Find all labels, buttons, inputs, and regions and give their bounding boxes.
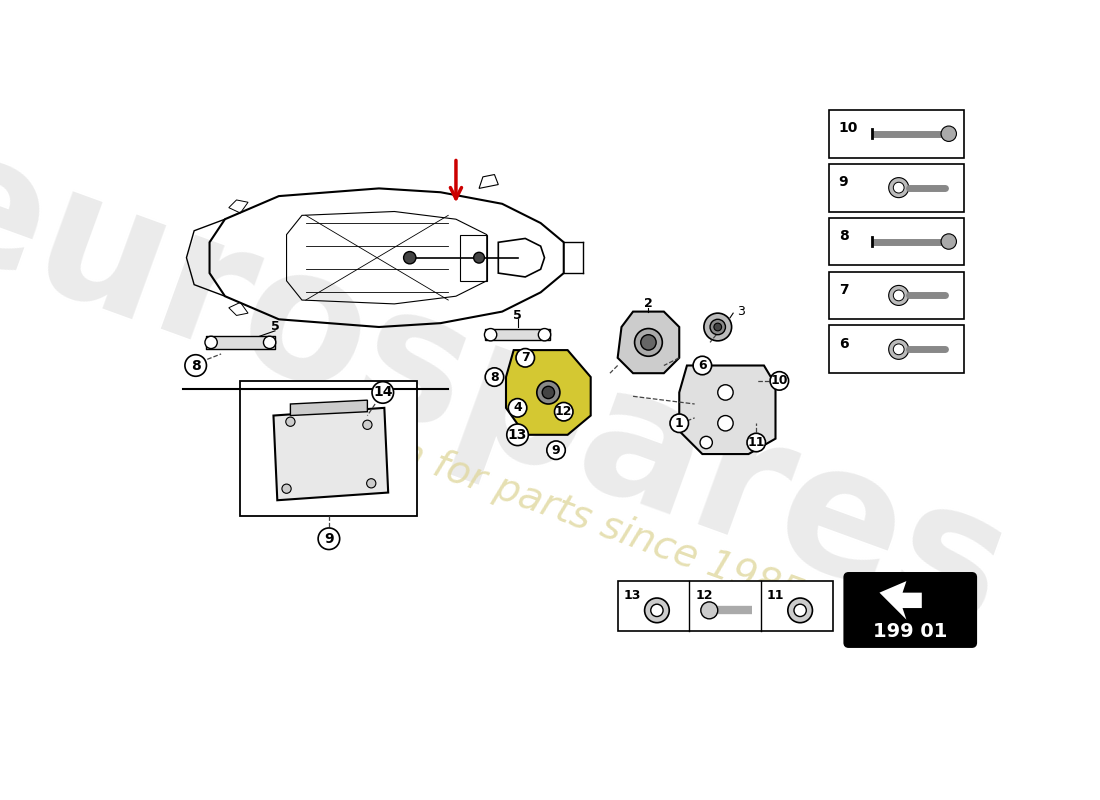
Circle shape — [363, 420, 372, 430]
Circle shape — [794, 604, 806, 617]
Circle shape — [635, 329, 662, 356]
Bar — [829, 110, 964, 158]
Bar — [618, 581, 834, 631]
Text: 3: 3 — [737, 305, 745, 318]
Circle shape — [893, 344, 904, 354]
Text: 12: 12 — [556, 405, 572, 418]
Circle shape — [554, 402, 573, 421]
Text: 11: 11 — [748, 436, 764, 449]
Text: a passion for parts since 1985: a passion for parts since 1985 — [243, 378, 807, 614]
Circle shape — [717, 415, 734, 431]
Circle shape — [940, 234, 957, 250]
Polygon shape — [485, 330, 550, 340]
Text: 9: 9 — [324, 532, 333, 546]
Circle shape — [542, 386, 554, 398]
Circle shape — [889, 339, 909, 359]
Polygon shape — [506, 350, 591, 435]
Text: 9: 9 — [552, 444, 560, 457]
Text: 5: 5 — [514, 309, 521, 322]
Circle shape — [889, 286, 909, 306]
Circle shape — [940, 126, 957, 142]
Circle shape — [693, 356, 712, 374]
Text: 2: 2 — [645, 298, 652, 310]
Circle shape — [670, 414, 689, 433]
Circle shape — [640, 334, 656, 350]
Bar — [829, 271, 964, 319]
Bar — [829, 218, 964, 266]
Circle shape — [264, 336, 276, 349]
Circle shape — [516, 349, 535, 367]
Circle shape — [747, 434, 766, 452]
Circle shape — [474, 252, 484, 263]
Bar — [241, 381, 418, 516]
Circle shape — [651, 604, 663, 617]
Text: 6: 6 — [698, 359, 706, 372]
Polygon shape — [680, 366, 775, 454]
Circle shape — [286, 417, 295, 426]
Polygon shape — [618, 311, 680, 373]
Circle shape — [704, 313, 732, 341]
Circle shape — [366, 478, 376, 488]
Text: 8: 8 — [838, 230, 848, 243]
Circle shape — [507, 424, 528, 446]
Circle shape — [508, 398, 527, 417]
Text: 6: 6 — [838, 337, 848, 351]
Circle shape — [711, 319, 726, 334]
Circle shape — [537, 381, 560, 404]
Polygon shape — [880, 581, 922, 619]
Text: 9: 9 — [838, 175, 848, 190]
Circle shape — [717, 385, 734, 400]
Circle shape — [893, 182, 904, 193]
Polygon shape — [206, 336, 275, 349]
Text: 7: 7 — [838, 283, 848, 297]
Text: 13: 13 — [508, 428, 527, 442]
Circle shape — [714, 323, 722, 331]
Circle shape — [547, 441, 565, 459]
Bar — [829, 164, 964, 211]
Circle shape — [318, 528, 340, 550]
Circle shape — [893, 290, 904, 301]
Polygon shape — [290, 400, 367, 415]
Circle shape — [538, 329, 551, 341]
Text: 5: 5 — [271, 321, 279, 334]
Polygon shape — [274, 408, 388, 500]
Circle shape — [788, 598, 813, 622]
Circle shape — [372, 382, 394, 403]
Circle shape — [282, 484, 292, 494]
Text: eurospares: eurospares — [0, 110, 1030, 666]
Text: 199 01: 199 01 — [873, 622, 947, 641]
Circle shape — [770, 372, 789, 390]
Circle shape — [485, 368, 504, 386]
Text: 7: 7 — [521, 351, 529, 364]
Text: 10: 10 — [838, 122, 858, 135]
Circle shape — [701, 602, 717, 619]
Circle shape — [404, 251, 416, 264]
Text: 1: 1 — [675, 417, 683, 430]
Text: 14: 14 — [373, 386, 393, 399]
Circle shape — [484, 329, 497, 341]
Text: 11: 11 — [767, 589, 784, 602]
Bar — [829, 326, 964, 373]
Circle shape — [645, 598, 669, 622]
Circle shape — [700, 436, 713, 449]
Text: 8: 8 — [491, 370, 498, 383]
Circle shape — [205, 336, 218, 349]
Circle shape — [889, 178, 909, 198]
Text: 12: 12 — [695, 589, 713, 602]
Text: 10: 10 — [771, 374, 788, 387]
Circle shape — [185, 354, 207, 376]
FancyBboxPatch shape — [845, 574, 976, 646]
Text: 4: 4 — [514, 402, 521, 414]
Text: 13: 13 — [624, 589, 641, 602]
Text: 8: 8 — [190, 358, 200, 373]
